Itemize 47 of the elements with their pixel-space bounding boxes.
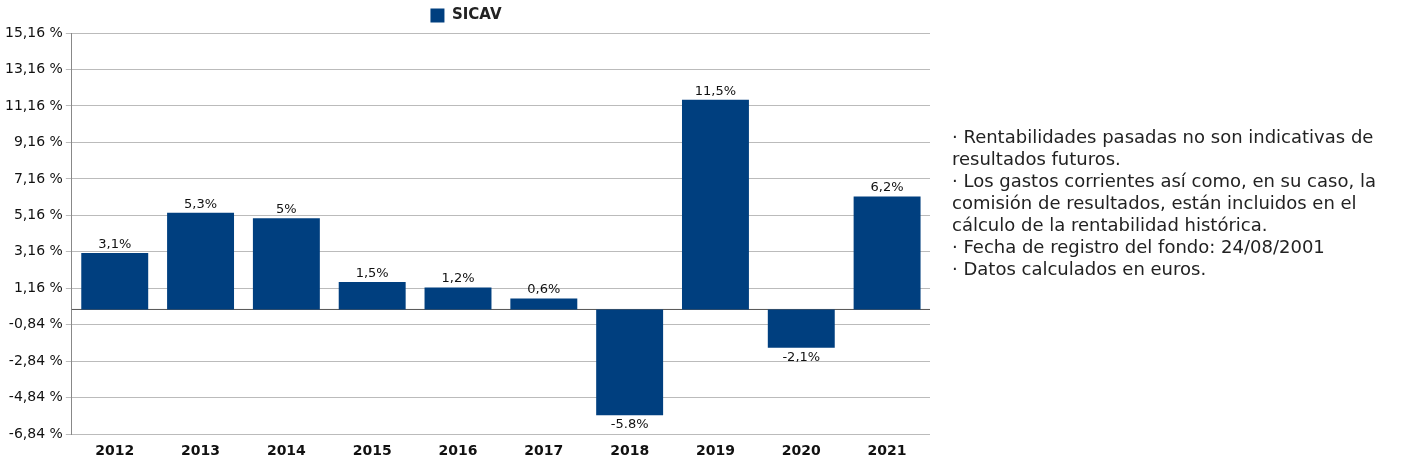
x-tick-label: 2021 (867, 442, 907, 459)
legend-label: SICAV (451, 5, 502, 24)
data-label: 6,2% (870, 179, 904, 195)
text: · Rentabilidades pasadas no son indicativas de resultados futuros. (952, 126, 1375, 170)
bar (167, 212, 235, 310)
x-tick-label: 2016 (438, 442, 478, 459)
bar (338, 282, 406, 310)
y-tick-label: 3,16 % (13, 242, 63, 259)
y-tick-label: 5,16 % (13, 206, 63, 222)
bar (252, 218, 320, 310)
data-label: 1,5% (355, 264, 389, 280)
data-label: 11,5% (694, 82, 737, 98)
data-label: 3,1% (98, 235, 132, 251)
data-label: -2,1% (782, 348, 821, 364)
x-tick-label: 2020 (781, 442, 822, 459)
data-label: 1,2% (441, 270, 475, 286)
data-label: -5.8% (610, 416, 649, 432)
text: · Fecha de registro del fondo: 24/08/2001 (952, 236, 1326, 258)
y-tick-label: 9,16 % (13, 133, 63, 150)
x-tick-label: 2013 (181, 442, 221, 459)
bar (596, 309, 664, 416)
bar (681, 99, 749, 310)
x-tick-label: 2017 (524, 442, 564, 459)
y-tick-label: 13,16 % (4, 60, 63, 77)
data-label: 5,3% (184, 195, 218, 211)
y-tick-label: 15,16 % (4, 23, 63, 40)
y-tick-label: 1,16 % (13, 278, 63, 295)
text: · Los gastos corrientes así como, en su caso, la comisión de resultados, están incluidos en el cálculo de la rentabilidad histórica. (952, 170, 1377, 236)
x-tick-label: 2012 (95, 442, 135, 459)
x-tick-label: 2019 (695, 442, 735, 459)
x-tick-label: 2015 (352, 442, 392, 459)
y-tick-label: 11,16 % (4, 96, 63, 113)
bar (510, 298, 578, 310)
y-tick-label: -2,84 % (8, 351, 63, 368)
bar (767, 309, 835, 348)
y-tick-label: -0,84 % (8, 315, 63, 332)
data-label: 5% (276, 201, 297, 217)
y-tick-label: 7,16 % (13, 169, 63, 186)
y-tick-label: -6,84 % (8, 424, 63, 441)
x-tick-label: 2018 (610, 442, 650, 459)
bar (81, 252, 149, 310)
text: · Datos calculados en euros. (952, 258, 1208, 280)
bar (424, 287, 492, 310)
bar (853, 196, 921, 310)
y-tick-label: -4,84 % (8, 388, 63, 405)
x-tick-label: 2014 (266, 442, 307, 459)
data-label: 0,6% (527, 281, 561, 297)
